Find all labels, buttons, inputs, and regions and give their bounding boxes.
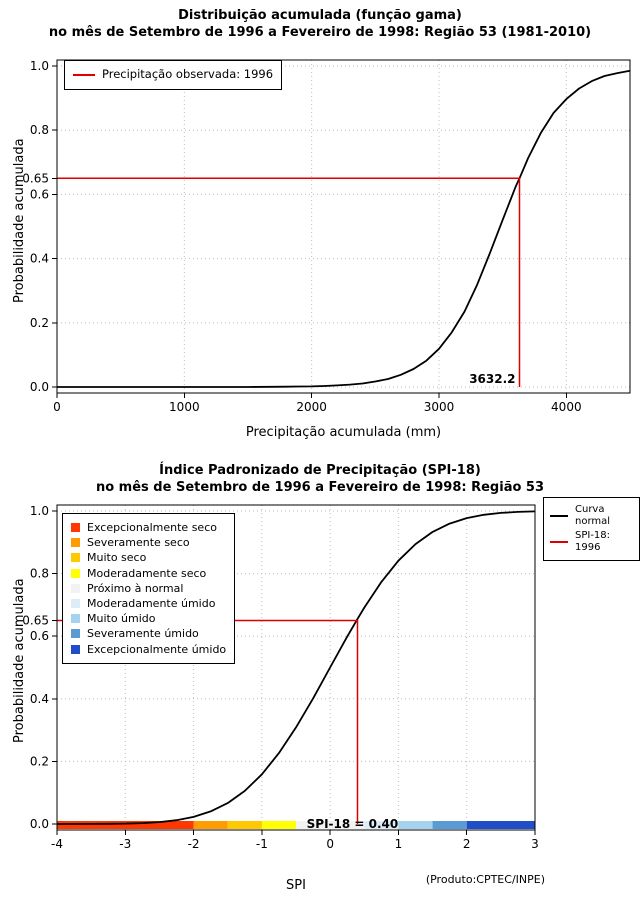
gamma-cdf-chart: 3632.2 0 1000 2000 3000 4000 0.0 0.2 0.4 0.6 0.8 1.… — [12, 8, 631, 440]
y-tick-label: 0.4 — [30, 692, 49, 706]
y-tick-label: 0.4 — [30, 252, 49, 266]
spi-cdf-chart: SPI-18 = 0.40 -4 -3 -2 -1 0 1 2 3 0.0 0.2 0.4 0.6 0.8… — [0, 455, 640, 900]
observation-marker-label: 3632.2 — [469, 372, 515, 386]
legend-item: Moderadamente úmido — [71, 597, 226, 610]
legend-color-swatch — [71, 599, 80, 609]
legend-line-sample — [73, 73, 95, 76]
plot-box — [56, 504, 536, 831]
y-tick-label: 0.0 — [30, 817, 49, 831]
legend-item-label: Próximo à normal — [87, 581, 184, 595]
cdf-curve — [57, 69, 631, 388]
x-tick-label: -4 — [51, 837, 63, 851]
x-tick-label: 0 — [326, 837, 334, 851]
credit-text: (Produto:CPTEC/INPE) — [425, 873, 545, 886]
spi-colorbar-segment — [261, 821, 296, 829]
legend-item: Severamente seco — [71, 536, 226, 549]
y-tick-label: 0.6 — [30, 629, 49, 643]
legend-item: Próximo à normal — [71, 582, 226, 595]
legend-line-sample — [550, 541, 568, 543]
legend-item: Excepcionalmente úmido — [71, 643, 226, 656]
gamma-plot-area: 3632.2 0 1000 2000 3000 4000 0.0 0.2 0.4 0.6 0.8 1.… — [22, 59, 631, 414]
x-tick-label: 1000 — [169, 400, 200, 414]
gamma-x-axis-label: Precipitação acumulada (mm) — [245, 425, 442, 440]
legend-color-swatch — [71, 614, 80, 624]
observation-marker-label: SPI-18 = 0.40 — [307, 817, 399, 831]
y-tick-label: 0.8 — [30, 567, 49, 581]
legend-color-swatch — [71, 523, 80, 533]
spi-category-legend: Excepcionalmente seco Severamente seco Mui… — [62, 513, 236, 664]
y-tick-label: 0.8 — [30, 123, 49, 137]
highlight-y-tick-label: 0.65 — [22, 171, 49, 185]
legend-item-label: Moderadamente seco — [87, 566, 207, 580]
legend-item: Severamente úmido — [71, 627, 226, 640]
gamma-chart-title: Distribuição acumulada (função gama) — [178, 8, 462, 23]
y-tick-label: 1.0 — [30, 59, 49, 73]
legend-item: Muito seco — [71, 551, 226, 564]
legend-item-label: Curva normal — [575, 504, 611, 527]
x-tick-label: -2 — [188, 837, 200, 851]
legend-item: Curva normal — [550, 504, 633, 528]
x-tick-label: 2000 — [296, 400, 327, 414]
spi-colorbar-segment — [193, 821, 228, 829]
legend-item-label: Moderadamente úmido — [87, 596, 216, 610]
legend-item: Excepcionalmente seco — [71, 521, 226, 534]
legend-item: Precipitação observada: 1996 — [73, 67, 274, 82]
spi-chart-title: Índice Padronizado de Precipitação (SPI-… — [159, 463, 481, 478]
y-tick-label: 0.6 — [30, 187, 49, 201]
highlight-y-tick-label: 0.65 — [22, 614, 49, 628]
legend-item-label: Severamente seco — [87, 536, 190, 550]
gamma-legend: Precipitação observada: 1996 — [64, 60, 283, 90]
legend-line-sample — [550, 515, 568, 517]
legend-item-label: Excepcionalmente úmido — [87, 642, 227, 656]
x-tick-label: 3000 — [424, 400, 455, 414]
x-tick-label: 4000 — [551, 400, 582, 414]
legend-item: Muito úmido — [71, 612, 226, 625]
observation-marker-line — [57, 177, 521, 387]
legend-item-label: Precipitação observada: 1996 — [102, 67, 274, 81]
gamma-chart-subtitle: no mês de Setembro de 1996 a Fevereiro d… — [48, 25, 592, 40]
legend-item-label: Severamente úmido — [87, 627, 199, 641]
spi-colorbar-segment — [398, 821, 433, 829]
x-tick-label: 0 — [53, 400, 61, 414]
legend-color-swatch — [71, 644, 80, 654]
spi-chart-subtitle: no mês de Setembro de 1996 a Fevereiro d… — [95, 480, 545, 495]
cdf-curve — [57, 510, 536, 825]
legend-item-label: SPI-18: 1996 — [575, 530, 611, 553]
spi-plot-area: SPI-18 = 0.40 -4 -3 -2 -1 0 1 2 3 0.0 0.2 0.4 0.6 0.8… — [22, 504, 539, 851]
spi-colorbar-segment — [227, 821, 262, 829]
legend-color-swatch — [71, 583, 80, 593]
x-tick-label: 1 — [395, 837, 403, 851]
spi-line-legend: Curva normal SPI-18: 1996 — [543, 497, 640, 561]
y-tick-label: 1.0 — [30, 504, 49, 518]
plot-box — [56, 59, 631, 394]
y-tick-label: 0.0 — [30, 380, 49, 394]
spi-colorbar-segment — [364, 821, 399, 829]
legend-item: Moderadamente seco — [71, 567, 226, 580]
x-tick-label: 2 — [463, 837, 471, 851]
spi-colorbar-segment — [432, 821, 467, 829]
x-tick-label: -1 — [256, 837, 268, 851]
legend-color-swatch — [71, 553, 80, 563]
legend-item-label: Excepcionalmente seco — [87, 521, 217, 534]
legend-item: SPI-18: 1996 — [550, 530, 633, 554]
legend-color-swatch — [71, 538, 80, 548]
gamma-y-axis-label: Probabilidade acumulada — [12, 138, 27, 303]
legend-item-label: Muito seco — [87, 551, 147, 565]
x-tick-label: 3 — [531, 837, 539, 851]
spi-colorbar-segment — [296, 821, 365, 829]
y-tick-label: 0.2 — [30, 316, 49, 330]
x-tick-label: -3 — [119, 837, 131, 851]
legend-color-swatch — [71, 568, 80, 578]
spi-colorbar-segment — [466, 821, 535, 829]
spi-colorbar-segment — [57, 821, 194, 829]
spi-x-axis-label: SPI — [286, 878, 306, 893]
y-tick-label: 0.2 — [30, 754, 49, 768]
legend-item-label: Muito úmido — [87, 612, 156, 626]
legend-color-swatch — [71, 629, 80, 639]
spi-y-axis-label: Probabilidade acumulada — [12, 578, 27, 743]
